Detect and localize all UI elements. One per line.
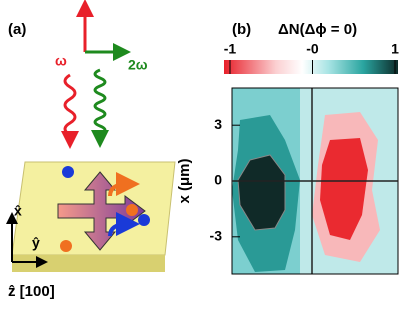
carrier [60,240,72,252]
wave [61,73,79,149]
axis-label: ŷ [32,235,40,251]
y-tick-label: 0 [214,172,222,188]
colorbar [224,60,398,74]
carrier [138,214,150,226]
carrier [126,204,138,216]
y-tick-label: -3 [210,228,223,244]
spin-current [108,212,140,237]
panel-a: (a) ω 2ω x̂ ŷ ẑ [100] [6,0,176,300]
y-axis-label: x (μm) [176,158,193,203]
panel-label: (a) [8,21,26,38]
y-tick-label: 3 [214,116,222,132]
axis-label: x̂ [14,203,22,219]
spin-current [108,172,140,197]
wave [91,68,109,148]
heatmap-region [320,138,368,240]
two-omega-label: 2ω [128,57,148,73]
colorbar-tick-label: -0 [306,41,319,57]
omega-label: ω [55,53,67,69]
colorbar-tick-label: -1 [224,41,237,57]
panel-label: (b) [232,21,251,38]
colorbar-tick-label: 1 [391,41,399,57]
carrier [62,166,74,178]
heatmap-region [237,154,286,231]
panel-b: (b) ΔN(Δϕ = 0) x (μm) -1 -0 1 -3 0 3 [176,21,399,275]
axis-label: ẑ [100] [8,283,55,300]
panel-title: ΔN(Δϕ = 0) [278,21,357,38]
sample-side [12,255,165,272]
